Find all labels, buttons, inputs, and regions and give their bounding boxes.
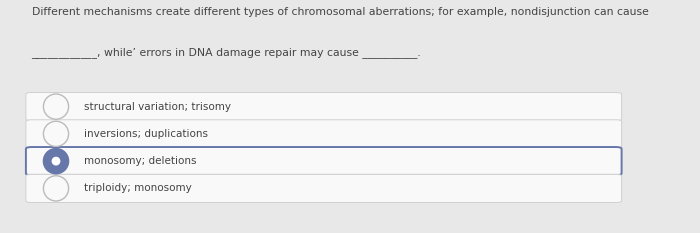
Text: structural variation; trisomy: structural variation; trisomy (84, 102, 231, 112)
Ellipse shape (52, 157, 60, 165)
Text: triploidy; monosomy: triploidy; monosomy (84, 183, 192, 193)
Text: ____________, while’ errors in DNA damage repair may cause __________.: ____________, while’ errors in DNA damag… (32, 47, 421, 58)
FancyBboxPatch shape (26, 93, 622, 121)
Text: monosomy; deletions: monosomy; deletions (84, 156, 197, 166)
FancyBboxPatch shape (26, 147, 622, 175)
FancyBboxPatch shape (26, 174, 622, 202)
Text: Different mechanisms create different types of chromosomal aberrations; for exam: Different mechanisms create different ty… (32, 7, 648, 17)
Text: inversions; duplications: inversions; duplications (84, 129, 208, 139)
Ellipse shape (43, 148, 69, 174)
FancyBboxPatch shape (26, 120, 622, 148)
